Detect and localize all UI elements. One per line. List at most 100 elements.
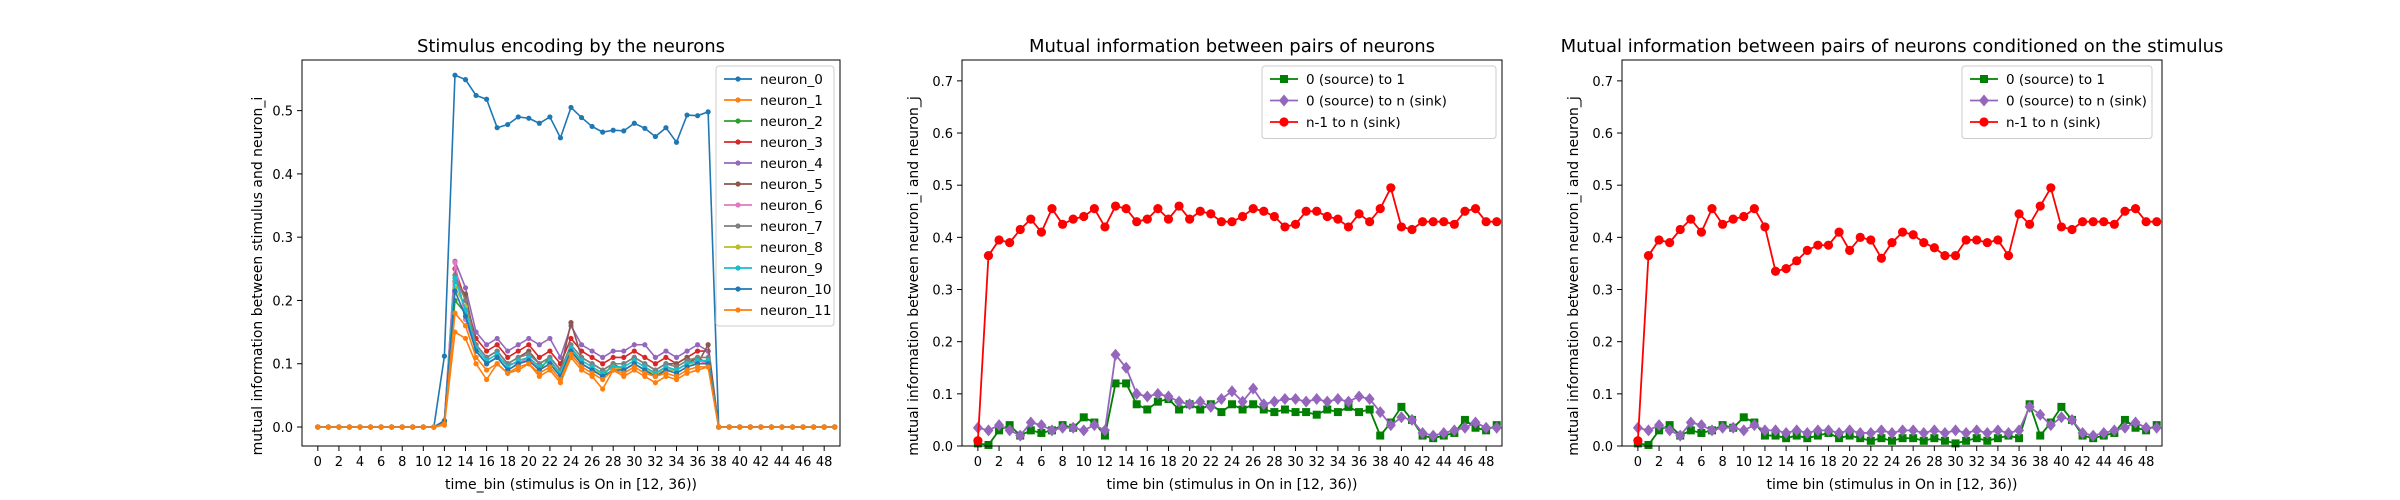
data-point (1929, 424, 1940, 437)
data-point (505, 121, 511, 128)
data-point (1015, 224, 1025, 235)
x-tick-label: 42 (2074, 455, 2091, 470)
data-point (1481, 421, 1492, 434)
data-point (610, 354, 616, 361)
data-point (1323, 405, 1332, 414)
data-point (2036, 431, 2045, 440)
data-point (589, 123, 595, 130)
series-line (317, 311, 835, 428)
x-tick-label: 0 (974, 455, 982, 470)
x-tick-label: 46 (795, 455, 812, 470)
data-point (2015, 434, 2024, 443)
data-point (1078, 424, 1089, 437)
data-point (1343, 395, 1354, 408)
y-tick-label: 0.3 (272, 231, 293, 246)
legend-label: neuron_3 (760, 135, 823, 151)
y-axis-label: mutual information between neuron_i and … (906, 96, 922, 456)
data-point (1143, 405, 1152, 414)
data-point (1343, 222, 1354, 232)
x-tick-label: 6 (1037, 455, 1045, 470)
x-tick-label: 46 (2117, 455, 2134, 470)
series-line (976, 185, 1497, 441)
data-point (2045, 419, 2056, 432)
data-point (515, 114, 521, 120)
data-point (589, 370, 595, 376)
data-point (600, 376, 606, 383)
data-point (1919, 436, 1928, 445)
data-point (1770, 266, 1781, 276)
data-point (1237, 211, 1248, 222)
data-point (2067, 413, 2077, 426)
data-point (1855, 426, 1866, 439)
data-point (1950, 251, 1961, 261)
x-tick-label: 18 (1160, 455, 1177, 470)
legend-label: 0 (source) to 1 (1306, 72, 1405, 88)
data-point (1312, 206, 1322, 216)
data-point (1823, 240, 1834, 250)
data-point (1664, 424, 1675, 437)
legend-item: neuron_2 (724, 114, 823, 130)
data-point (726, 424, 732, 430)
y-tick-label: 0.0 (932, 440, 953, 455)
data-point (1407, 413, 1417, 426)
data-point (1089, 419, 1100, 432)
data-point (1322, 395, 1333, 408)
x-tick-label: 16 (1799, 455, 1816, 470)
legend-label: neuron_8 (760, 240, 823, 256)
data-point (473, 361, 479, 367)
data-point (642, 354, 648, 361)
data-point (1121, 361, 1132, 374)
x-tick-label: 20 (521, 455, 538, 470)
y-tick-label: 0.2 (932, 336, 953, 351)
data-point (1333, 214, 1343, 224)
legend-marker (735, 181, 741, 187)
data-point (610, 127, 616, 133)
data-point (1015, 429, 1026, 442)
data-point (1228, 400, 1236, 409)
data-point (1972, 434, 1981, 443)
data-point (1132, 400, 1141, 409)
x-tick-label: 2 (1655, 455, 1663, 470)
data-point (1930, 434, 1939, 443)
data-point (568, 320, 574, 326)
data-point (1301, 206, 1311, 216)
chart-title: Mutual information between pairs of neur… (1561, 36, 2224, 57)
x-tick-label: 0 (314, 455, 322, 470)
y-tick-label: 0.3 (1592, 284, 1613, 299)
x-tick-label: 22 (1863, 455, 1880, 470)
data-point (2003, 426, 2014, 439)
x-tick-label: 44 (1435, 455, 1452, 470)
data-point (1823, 424, 1834, 437)
data-point (1205, 400, 1216, 413)
data-point (1686, 426, 1695, 435)
data-point (589, 348, 595, 354)
data-point (1643, 251, 1654, 261)
data-point (1227, 385, 1237, 398)
data-point (1940, 436, 1949, 445)
data-point (473, 92, 479, 99)
x-tick-label: 38 (1372, 455, 1389, 470)
data-point (1089, 204, 1099, 214)
data-point (1759, 424, 1770, 437)
data-point (1206, 209, 1216, 219)
y-tick-label: 0.5 (932, 179, 953, 194)
data-point (1707, 424, 1717, 437)
data-point (1396, 222, 1407, 232)
x-tick-label: 10 (1735, 455, 1752, 470)
x-tick-label: 16 (478, 455, 495, 470)
data-point (568, 335, 574, 342)
data-point (1332, 393, 1343, 406)
data-point (673, 139, 680, 145)
data-point (1311, 393, 1322, 406)
legend-item: n-1 to n (sink) (1270, 115, 1401, 131)
data-point (431, 424, 437, 430)
data-point (1079, 413, 1088, 422)
series-0 (1633, 400, 2161, 449)
y-tick-label: 0.2 (1592, 336, 1613, 351)
data-point (1396, 411, 1407, 424)
data-point (399, 424, 405, 430)
legend-item: 0 (source) to n (sink) (1970, 94, 2147, 110)
data-point (2046, 183, 2056, 193)
data-point (462, 285, 469, 291)
x-axis-label: time bin (stimulus in On in [12, 36)) (1766, 477, 2017, 493)
